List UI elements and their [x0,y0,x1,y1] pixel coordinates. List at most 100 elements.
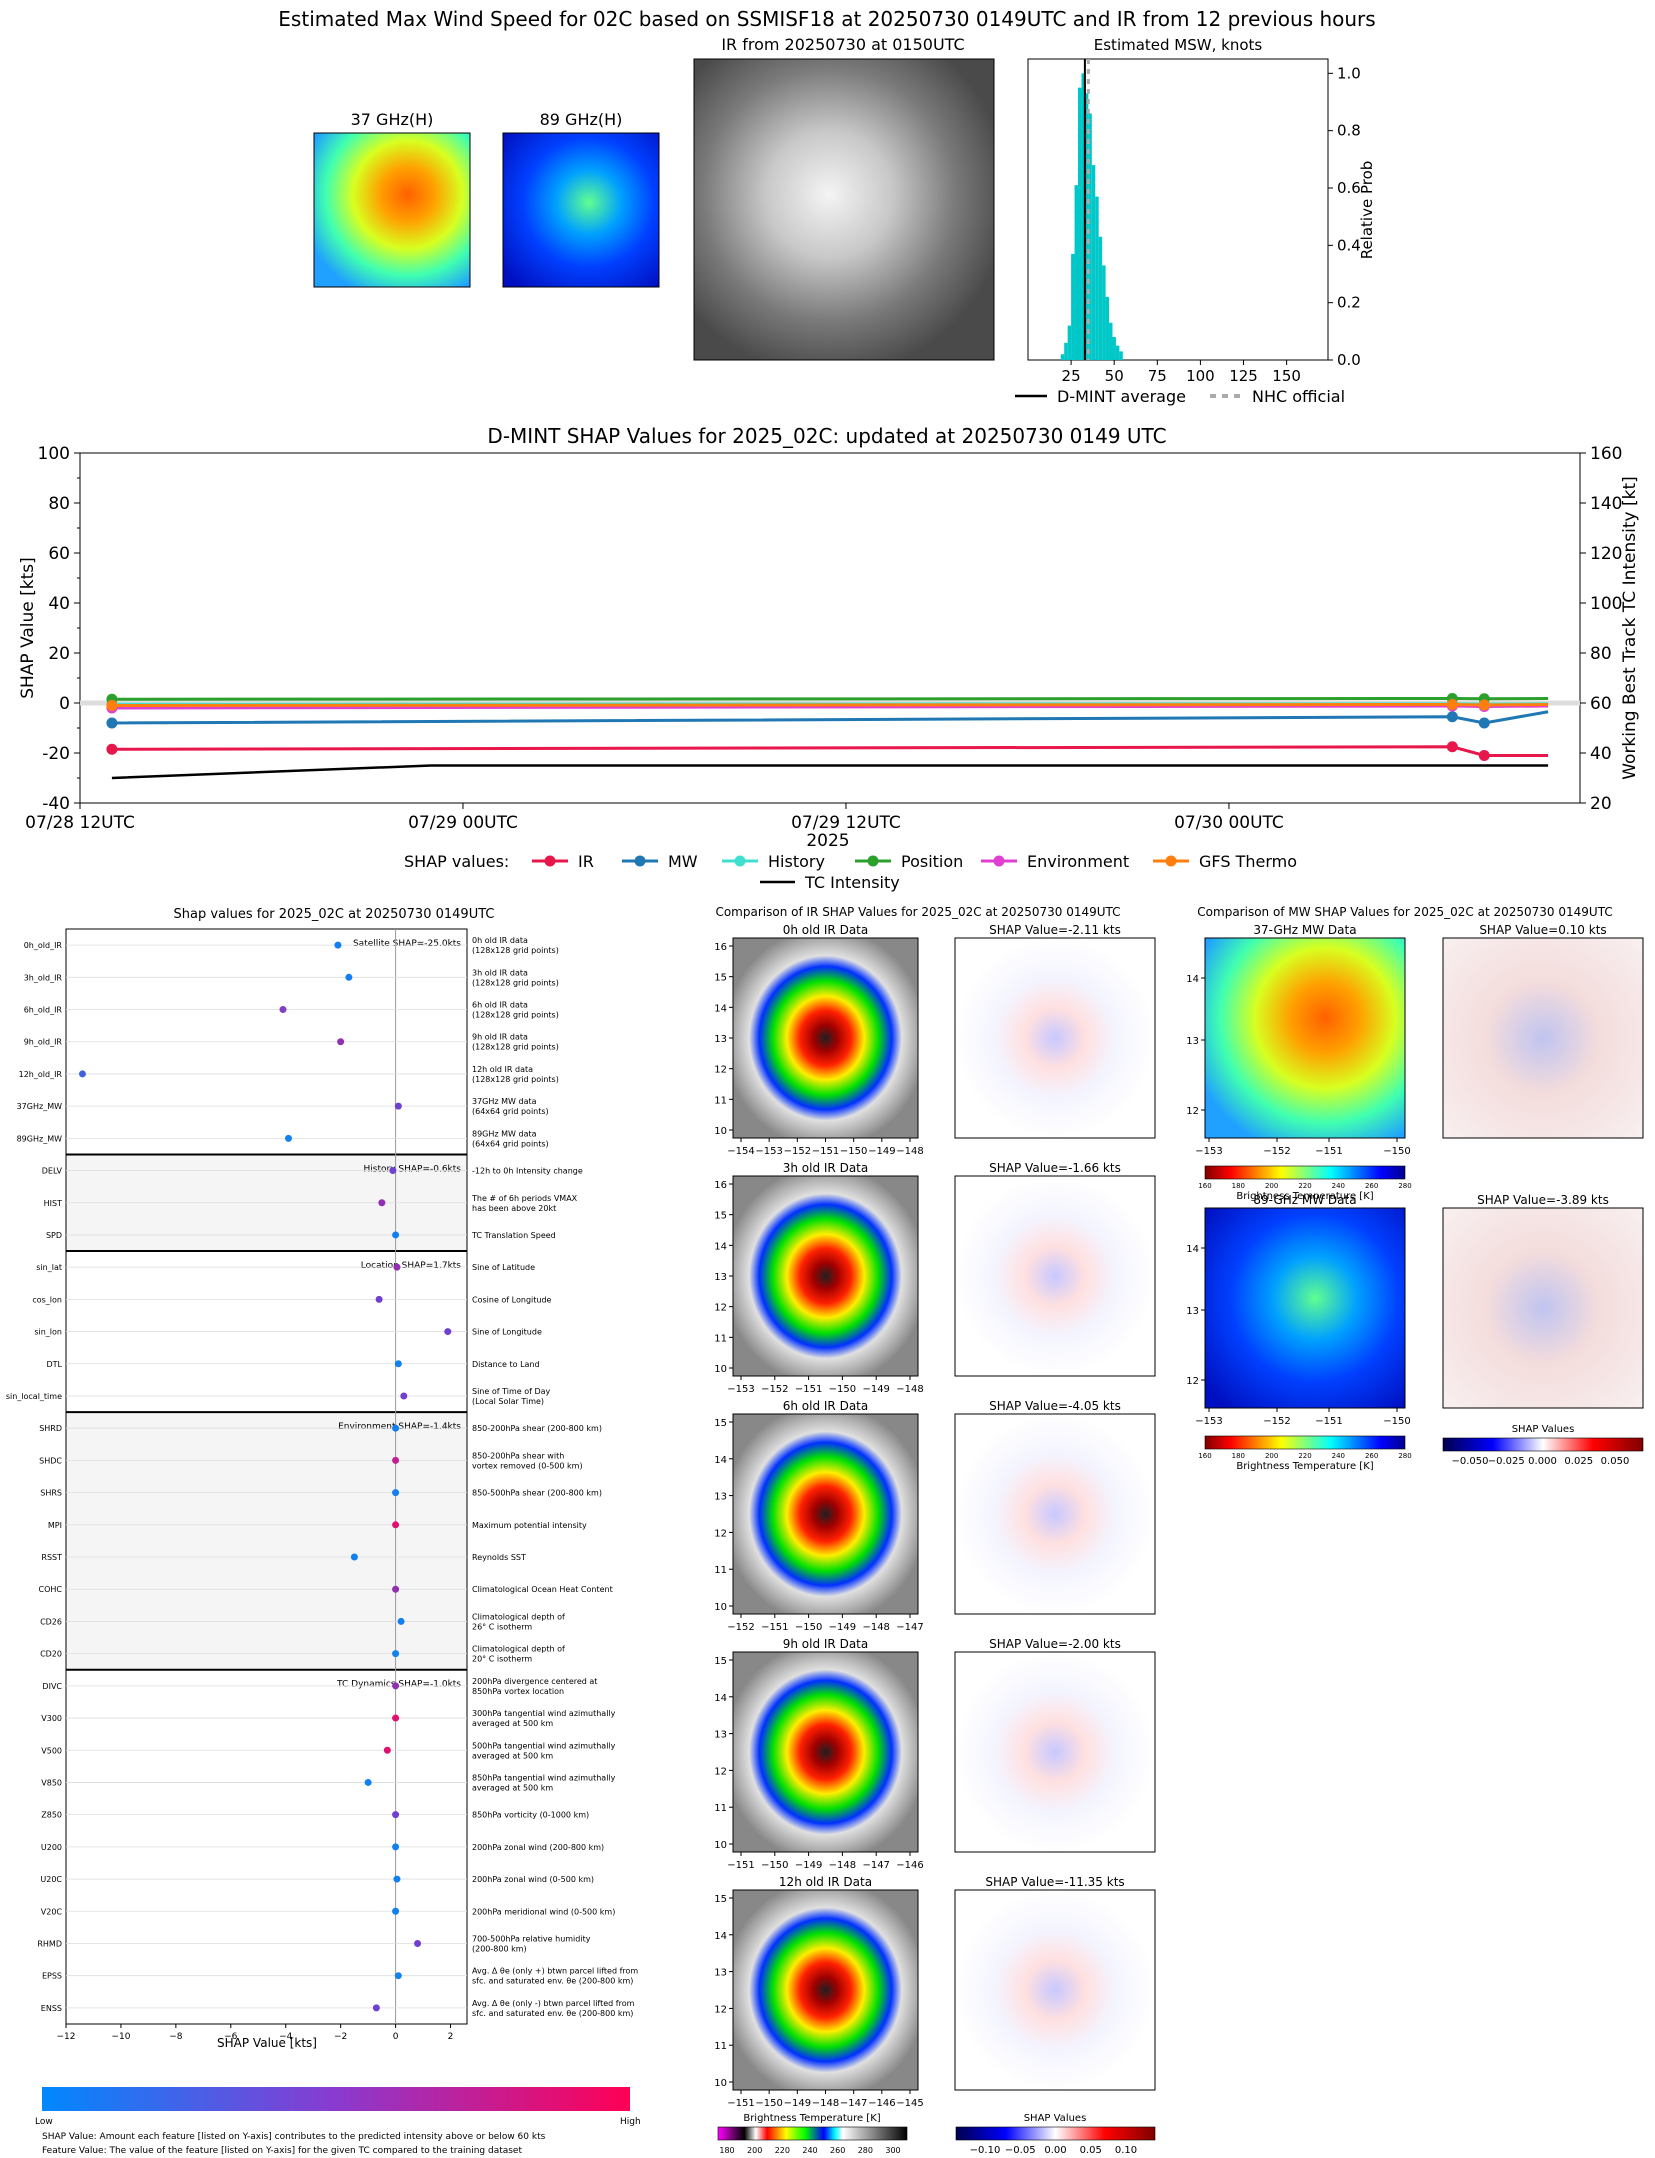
hist-bar [1060,354,1065,360]
bee-feature-desc: 3h old IR data [472,968,528,977]
bee-xtick-label: −12 [57,2032,76,2042]
ts-ylabel-right: Working Best Track TC Intensity [kt] [1620,476,1640,780]
bee-feature-desc: 9h old IR data [472,1033,528,1042]
mw-ytick-label: 13 [1186,1036,1199,1047]
mw37-panel-title: 37 GHz(H) [351,110,434,129]
bee-group-label: Satellite SHAP=-25.0kts [353,939,461,949]
ir-xtick-label: −148 [829,1860,856,1871]
bee-feature-name: DELV [42,1167,63,1176]
bee-feature-desc: 0h old IR data [472,936,528,945]
ir-xtick-label: −149 [795,1860,822,1871]
shap-timeseries-chart: -40 -20 0 20 40 60 80 100 20 40 60 80 100 120 140 160 07… [25,444,1622,833]
ts-intensity-line [111,764,1549,780]
hist-ytick-label: 0.4 [1337,236,1361,254]
bee-feature-desc: (200-800 km) [472,1944,527,1953]
ts-ytick-left-label: 80 [48,494,70,514]
bee-feature-desc: 89GHz MW data [472,1129,537,1138]
cbar-high-label: High [620,2117,641,2127]
hist-bar [1095,196,1099,360]
ts-xtick-label: 07/30 00UTC [1174,813,1284,833]
bee-feature-point [394,1972,402,1980]
mw-shap-cbar-tick: −0.050 [1451,1456,1488,1467]
bee-feature-desc: 700-500hPa relative humidity [472,1934,591,1943]
bee-feature-point [392,1521,400,1529]
bee-feature-desc: 12h old IR data [472,1065,533,1074]
bee-feature-point [392,1682,400,1690]
bee-feature-desc: averaged at 500 km [472,1719,553,1728]
mw-ytick-label: 12 [1186,1106,1199,1117]
ir-shap-cbar-tick: −0.10 [970,2145,1001,2156]
bee-feature-desc: 20° C isotherm [472,1655,532,1664]
bee-feature-point [334,941,342,949]
ir-ytick-label: 11 [714,1565,727,1576]
mw-bt-cbar-tick: 220 [1298,1182,1311,1190]
ir-ytick-label: 14 [714,1003,727,1014]
ir-ytick-label: 10 [714,1126,727,1137]
hist-ytick-label: 0.2 [1337,294,1361,312]
bee-feature-name: V300 [41,1714,62,1723]
bee-feature-name: 0h_old_IR [24,941,63,950]
ts-legend-prefix: SHAP values: [404,852,509,871]
ir-ytick-label: 14 [714,1693,727,1704]
mw-xtick-label: −152 [1263,1146,1290,1157]
bee-feature-point [392,1811,400,1819]
ir-ytick-label: 14 [714,1455,727,1466]
ir-ytick-label: 10 [714,1840,727,1851]
ir-xtick-label: −151 [727,1860,754,1871]
ir-shap-cbar-tick: 0.10 [1115,2145,1137,2156]
ts-series-point [1446,741,1458,753]
ir-shap-image [954,1889,1156,2091]
ir-data-title: 12h old IR Data [779,1875,872,1889]
bee-feature-name: MPI [48,1521,62,1530]
bee-feature-name: Z850 [41,1811,62,1820]
bee-feature-desc: 200hPa zonal wind (0-500 km) [472,1875,594,1884]
cbar-low-label: Low [35,2117,53,2127]
bee-feature-desc: The # of 6h periods VMAX [471,1194,578,1203]
bee-feature-desc: Avg. Δ θe (only +) btwn parcel lifted fr… [472,1967,638,1976]
ir-ytick-label: 13 [714,1034,727,1045]
ir-ytick-label: 15 [714,973,727,984]
ir-data-image [732,1413,919,1615]
ir-xtick-label: −148 [896,1384,923,1395]
bee-feature-desc: 850hPa tangential wind azimuthally [472,1773,616,1782]
bee-xtick-label: −2 [334,2032,347,2042]
ir-shap-cbar-ticks: −0.10 −0.05 0.00 0.05 0.10 [970,2145,1137,2156]
ir-bt-cbar-tick: 240 [802,2146,817,2155]
ir-ytick-label: 16 [714,1180,727,1191]
bee-feature-desc: (128x128 grid points) [472,1075,559,1084]
ts-ylabel-left: SHAP Value [kts] [18,557,38,699]
ir-ytick-label: 11 [714,2041,727,2052]
ir-xtick-label: −152 [784,1146,811,1157]
hist-bar [1102,265,1106,360]
ts-ytick-left-label: -20 [42,744,70,764]
bee-feature-point [392,1907,400,1915]
bee-xtick-label: −4 [279,2032,293,2042]
bee-feature-desc: (128x128 grid points) [472,946,559,955]
mw-shap-cbar-tick: 0.050 [1601,1456,1630,1467]
bee-feature-name: 37GHz_MW [17,1102,62,1111]
ir-xtick-label: −146 [868,2098,895,2109]
ts-series-point [1478,717,1490,729]
legend-dmint-label: D-MINT average [1057,387,1186,406]
mw-shap-cbar-tick: 0.025 [1564,1456,1593,1467]
ir-ytick-label: 12 [714,1528,727,1539]
ir-ytick-label: 12 [714,1065,727,1076]
bee-feature-point [444,1328,452,1336]
hist-bar [1064,342,1068,360]
ir-xtick-label: −150 [840,1146,867,1157]
ir-shap-image [954,937,1156,1139]
mw-bt-cbar-tick: 260 [1365,1452,1378,1460]
ir-xtick-label: −150 [761,1860,788,1871]
bee-feature-point [350,1553,358,1561]
ir-xtick-label: −151 [727,2098,754,2109]
ir-shap-image [954,1175,1156,1377]
mw-bt-cbar-tick: 160 [1198,1182,1211,1190]
bee-xtick-label: −8 [169,2032,183,2042]
mw-bt-cbar-tick: 220 [1298,1452,1311,1460]
hist-xtick-label: 25 [1062,367,1081,385]
mw-data-title: 89-GHz MW Data [1253,1193,1356,1207]
bee-axes-frame [65,928,468,2025]
ir-bt-cbar-tick: 180 [719,2146,734,2155]
ts-ytick-right-label: 60 [1590,694,1612,714]
bee-feature-name: HIST [44,1199,62,1208]
